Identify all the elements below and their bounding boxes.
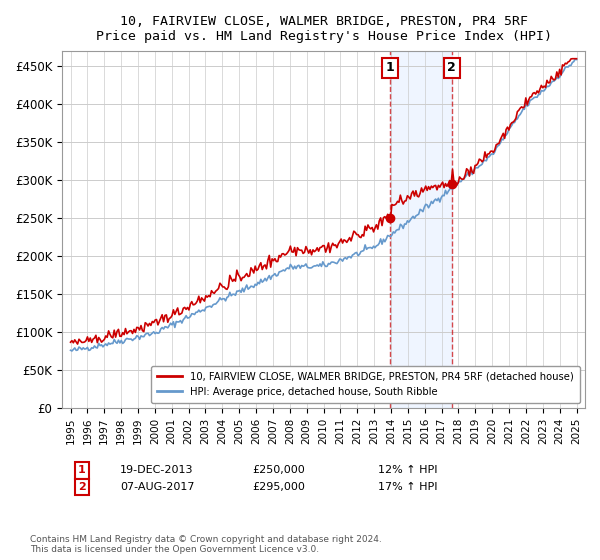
Text: 1: 1 [78,465,86,475]
Text: 07-AUG-2017: 07-AUG-2017 [120,482,194,492]
Text: £295,000: £295,000 [252,482,305,492]
Text: Contains HM Land Registry data © Crown copyright and database right 2024.
This d: Contains HM Land Registry data © Crown c… [30,535,382,554]
Text: 19-DEC-2013: 19-DEC-2013 [120,465,193,475]
Text: £250,000: £250,000 [252,465,305,475]
Legend: 10, FAIRVIEW CLOSE, WALMER BRIDGE, PRESTON, PR4 5RF (detached house), HPI: Avera: 10, FAIRVIEW CLOSE, WALMER BRIDGE, PREST… [151,366,580,403]
Text: 17% ↑ HPI: 17% ↑ HPI [378,482,437,492]
Title: 10, FAIRVIEW CLOSE, WALMER BRIDGE, PRESTON, PR4 5RF
Price paid vs. HM Land Regis: 10, FAIRVIEW CLOSE, WALMER BRIDGE, PREST… [95,15,551,43]
Text: 2: 2 [78,482,86,492]
Text: 2: 2 [448,61,456,74]
Bar [391,51,452,408]
Text: 1: 1 [386,61,395,74]
Text: 12% ↑ HPI: 12% ↑ HPI [378,465,437,475]
